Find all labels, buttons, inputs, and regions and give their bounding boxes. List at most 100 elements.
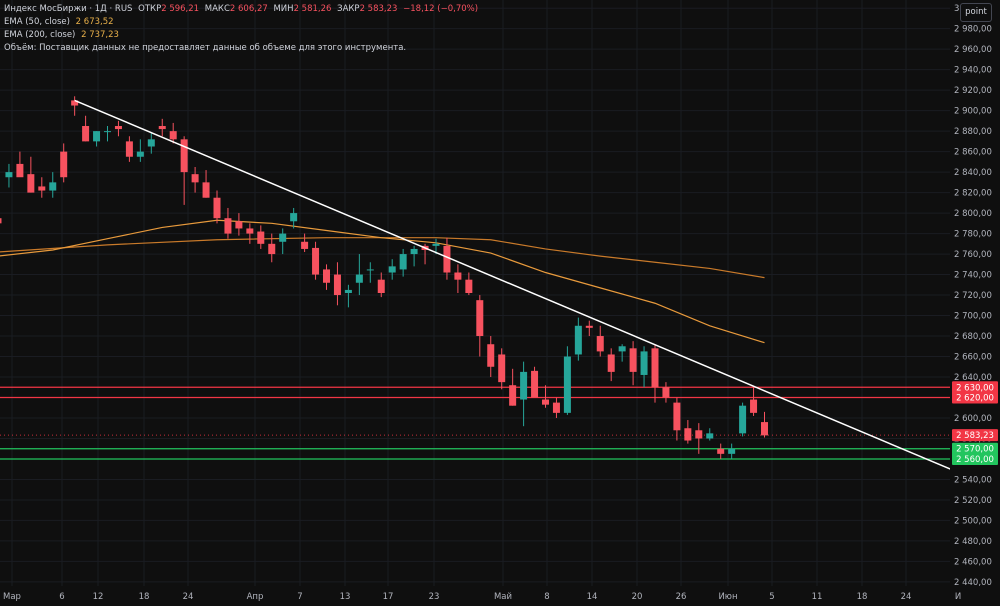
y-tick-label: 2 520,00: [954, 496, 992, 506]
candle-body[interactable]: [706, 433, 714, 439]
candle-body[interactable]: [651, 348, 659, 388]
point-button[interactable]: point: [960, 3, 992, 22]
candle-body[interactable]: [640, 351, 648, 375]
legend-ema200-row[interactable]: EMA (200, close) 2 737,23: [4, 29, 478, 42]
x-tick-label: 12: [93, 592, 104, 602]
candle-body[interactable]: [498, 354, 506, 383]
candle-body[interactable]: [695, 430, 703, 439]
candle-body[interactable]: [552, 402, 560, 413]
candle-body[interactable]: [761, 422, 768, 436]
trend-line[interactable]: [74, 99, 951, 470]
candle-body[interactable]: [71, 100, 79, 106]
candle-body[interactable]: [191, 174, 199, 183]
candle-body[interactable]: [377, 279, 385, 293]
candle-body[interactable]: [290, 213, 298, 222]
candle-body[interactable]: [27, 174, 35, 193]
y-tick-label: 2 900,00: [954, 107, 992, 117]
candle-body[interactable]: [333, 274, 341, 296]
candle-body[interactable]: [0, 218, 2, 224]
candle-body[interactable]: [454, 272, 462, 280]
candle-body[interactable]: [542, 399, 549, 405]
candle-body[interactable]: [629, 348, 637, 372]
candle-body[interactable]: [366, 269, 374, 271]
legend-ohlc-row: Индекс МосБиржи · 1Д · RUS ОТКР2 596,21 …: [4, 3, 478, 16]
x-tick-label: 20: [632, 592, 643, 602]
candle-body[interactable]: [235, 221, 243, 229]
candle-body[interactable]: [585, 325, 593, 328]
candle-body[interactable]: [684, 428, 692, 441]
candle-body[interactable]: [563, 356, 571, 413]
candle-body[interactable]: [268, 243, 276, 255]
close-value: 2 583,23: [359, 4, 398, 14]
x-tick-label: 23: [429, 592, 440, 602]
candle-body[interactable]: [487, 344, 495, 367]
candle-body[interactable]: [750, 399, 758, 413]
candle-body[interactable]: [443, 245, 451, 273]
candle-body[interactable]: [388, 266, 396, 273]
candle-body[interactable]: [432, 243, 440, 246]
candle-body[interactable]: [574, 325, 582, 355]
candle-body[interactable]: [717, 448, 725, 454]
candle-body[interactable]: [49, 182, 57, 191]
candle-body[interactable]: [739, 405, 747, 434]
candle-body[interactable]: [465, 279, 473, 293]
x-tick-label: 14: [587, 592, 598, 602]
candle-body[interactable]: [301, 241, 309, 249]
candle-body[interactable]: [279, 233, 287, 242]
candle-body[interactable]: [596, 336, 604, 352]
y-tick-label: 2 700,00: [954, 312, 992, 322]
candle-body[interactable]: [224, 218, 232, 234]
candle-body[interactable]: [5, 172, 13, 178]
candle-body[interactable]: [344, 289, 352, 293]
candle-body[interactable]: [93, 131, 101, 142]
candle-body[interactable]: [202, 182, 210, 198]
candle-body[interactable]: [509, 385, 517, 406]
candle-body[interactable]: [312, 247, 320, 275]
candle-body[interactable]: [323, 269, 330, 283]
x-tick-label: 24: [183, 592, 194, 602]
candle-body[interactable]: [136, 151, 144, 157]
candle-body[interactable]: [246, 228, 254, 234]
low-value: 2 581,26: [293, 4, 332, 14]
candle-body[interactable]: [213, 197, 221, 219]
candle-body[interactable]: [114, 126, 122, 130]
candle-body[interactable]: [531, 370, 539, 398]
candle-body[interactable]: [476, 300, 484, 337]
low-label: МИН: [273, 4, 294, 14]
y-tick-label: 2 940,00: [954, 66, 992, 76]
time-axis[interactable]: [0, 586, 1000, 606]
candle-body[interactable]: [147, 139, 155, 147]
candle-body[interactable]: [169, 131, 177, 140]
y-tick-label: 2 860,00: [954, 148, 992, 158]
candle-body[interactable]: [607, 354, 615, 372]
candle-body[interactable]: [257, 231, 265, 244]
candle-body[interactable]: [355, 274, 363, 283]
last-price-label: 2 583,23: [956, 431, 994, 441]
y-tick-label: 2 960,00: [954, 45, 992, 55]
candle-body[interactable]: [410, 248, 418, 255]
candle-body[interactable]: [158, 126, 166, 130]
candle-body[interactable]: [520, 371, 528, 400]
y-tick-label: 2 840,00: [954, 168, 992, 178]
candle-body[interactable]: [662, 387, 670, 398]
legend-ema50-row[interactable]: EMA (50, close) 2 673,52: [4, 16, 478, 29]
level-label-box: [952, 452, 998, 465]
candle-body[interactable]: [60, 151, 68, 178]
candle-body[interactable]: [180, 139, 188, 173]
price-axis[interactable]: [950, 0, 1000, 606]
candle-body[interactable]: [38, 186, 46, 191]
candle-body[interactable]: [125, 141, 133, 157]
candle-body[interactable]: [618, 346, 626, 352]
symbol-title[interactable]: Индекс МосБиржи · 1Д · RUS: [4, 4, 133, 14]
y-tick-label: 2 780,00: [954, 230, 992, 240]
candle-body[interactable]: [104, 131, 111, 133]
last-price-label-box: [952, 429, 998, 442]
candle-body[interactable]: [673, 402, 681, 431]
open-value: 2 596,21: [161, 4, 200, 14]
candle-body[interactable]: [399, 254, 407, 270]
candle-body[interactable]: [728, 448, 736, 454]
y-tick-label: 2 660,00: [954, 353, 992, 363]
candle-body[interactable]: [82, 126, 90, 142]
candle-body[interactable]: [16, 163, 24, 178]
